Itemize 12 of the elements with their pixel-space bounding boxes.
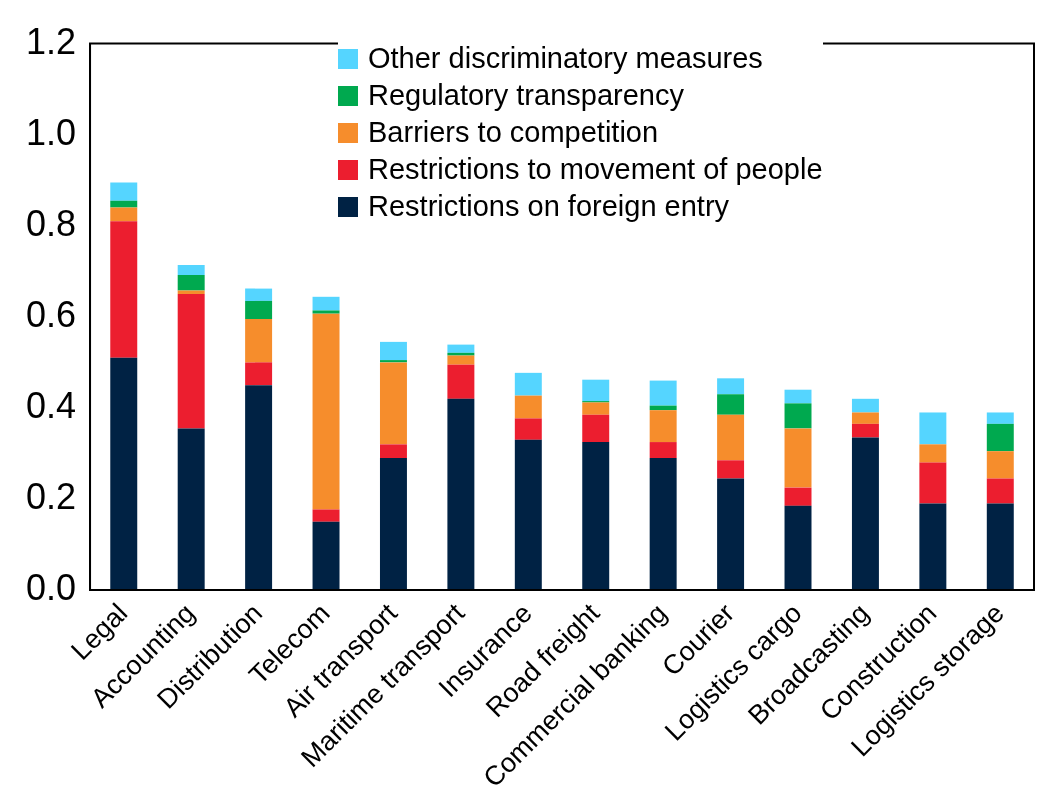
legend-label: Restrictions on foreign entry bbox=[368, 189, 730, 224]
y-tick-label: 0.0 bbox=[26, 566, 77, 608]
y-tick-label: 0.2 bbox=[26, 475, 77, 517]
legend-label: Regulatory transparency bbox=[368, 78, 684, 113]
legend-label: Barriers to competition bbox=[368, 115, 659, 150]
legend-label: Restrictions to movement of people bbox=[368, 152, 823, 187]
y-tick-label: 1.2 bbox=[26, 20, 77, 62]
y-tick-label: 0.6 bbox=[26, 293, 77, 335]
y-tick-label: 0.8 bbox=[26, 202, 77, 244]
legend-label: Other discriminatory measures bbox=[368, 41, 763, 76]
y-tick-label: 0.4 bbox=[26, 384, 77, 426]
y-tick-label: 1.0 bbox=[26, 111, 77, 153]
